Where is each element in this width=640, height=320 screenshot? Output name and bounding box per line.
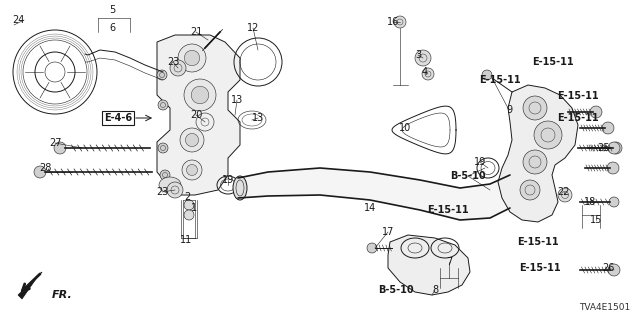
Circle shape <box>184 50 200 66</box>
Circle shape <box>182 160 202 180</box>
Circle shape <box>160 170 170 180</box>
Text: 10: 10 <box>399 123 411 133</box>
Polygon shape <box>268 168 320 196</box>
Circle shape <box>482 70 492 80</box>
Text: 19: 19 <box>222 175 234 185</box>
Circle shape <box>184 200 194 210</box>
Circle shape <box>534 121 562 149</box>
Text: 13: 13 <box>252 113 264 123</box>
Polygon shape <box>490 175 510 218</box>
Text: 11: 11 <box>180 235 192 245</box>
Polygon shape <box>370 172 420 210</box>
Text: 20: 20 <box>190 110 202 120</box>
Circle shape <box>610 142 622 154</box>
Circle shape <box>394 16 406 28</box>
Polygon shape <box>498 85 578 222</box>
Circle shape <box>422 68 434 80</box>
Text: 5: 5 <box>109 5 115 15</box>
Text: 1: 1 <box>191 203 197 213</box>
Circle shape <box>607 162 619 174</box>
Text: E-15-11: E-15-11 <box>532 57 574 67</box>
Text: TVA4E1501: TVA4E1501 <box>579 303 630 312</box>
Circle shape <box>367 243 377 253</box>
Text: E-15-11: E-15-11 <box>517 237 559 247</box>
Text: E-4-6: E-4-6 <box>104 113 132 123</box>
Polygon shape <box>157 35 240 195</box>
Text: 13: 13 <box>231 95 243 105</box>
Circle shape <box>608 264 620 276</box>
Circle shape <box>178 44 206 72</box>
Polygon shape <box>460 184 490 220</box>
Text: 15: 15 <box>590 215 602 225</box>
Text: E-15-11: E-15-11 <box>519 263 561 273</box>
Text: 24: 24 <box>12 15 24 25</box>
Circle shape <box>602 122 614 134</box>
Circle shape <box>191 86 209 104</box>
Text: 8: 8 <box>432 285 438 295</box>
Circle shape <box>523 96 547 120</box>
Polygon shape <box>18 272 42 299</box>
Circle shape <box>54 142 66 154</box>
Ellipse shape <box>504 181 516 203</box>
Circle shape <box>523 150 547 174</box>
Circle shape <box>157 70 167 80</box>
Text: 19: 19 <box>474 157 486 167</box>
Circle shape <box>520 180 540 200</box>
Text: E-15-11: E-15-11 <box>479 75 521 85</box>
Ellipse shape <box>159 177 181 193</box>
Text: 14: 14 <box>364 203 376 213</box>
Circle shape <box>180 128 204 152</box>
Circle shape <box>186 164 198 175</box>
Text: 27: 27 <box>49 138 61 148</box>
Text: 28: 28 <box>39 163 51 173</box>
Circle shape <box>158 100 168 110</box>
Circle shape <box>158 143 168 153</box>
Text: 21: 21 <box>190 27 202 37</box>
Circle shape <box>184 210 194 220</box>
Ellipse shape <box>233 176 247 200</box>
Polygon shape <box>238 172 268 198</box>
Text: 18: 18 <box>584 197 596 207</box>
Text: FR.: FR. <box>52 290 73 300</box>
Text: 22: 22 <box>557 187 570 197</box>
Text: 16: 16 <box>387 17 399 27</box>
Polygon shape <box>420 180 460 220</box>
Text: 3: 3 <box>415 50 421 60</box>
Circle shape <box>34 166 46 178</box>
Text: B-5-10: B-5-10 <box>450 171 486 181</box>
Circle shape <box>184 79 216 111</box>
Polygon shape <box>320 168 370 200</box>
Text: E-15-11: E-15-11 <box>557 91 599 101</box>
Circle shape <box>415 50 431 66</box>
Circle shape <box>186 133 198 147</box>
Circle shape <box>590 106 602 118</box>
Text: 7: 7 <box>446 257 452 267</box>
Text: 25: 25 <box>598 143 611 153</box>
Text: 9: 9 <box>506 105 512 115</box>
Text: 12: 12 <box>247 23 259 33</box>
Text: 4: 4 <box>422 67 428 77</box>
Text: 6: 6 <box>109 23 115 33</box>
Text: E-15-11: E-15-11 <box>427 205 469 215</box>
Text: 17: 17 <box>382 227 394 237</box>
Circle shape <box>608 142 620 154</box>
Text: B-5-10: B-5-10 <box>378 285 414 295</box>
Polygon shape <box>388 235 470 295</box>
Text: E-15-11: E-15-11 <box>557 113 599 123</box>
Circle shape <box>609 197 619 207</box>
Text: 26: 26 <box>602 263 614 273</box>
Text: 23: 23 <box>156 187 168 197</box>
Circle shape <box>167 182 183 198</box>
Text: 2: 2 <box>184 192 190 202</box>
Circle shape <box>558 188 572 202</box>
Text: 23: 23 <box>167 57 179 67</box>
Circle shape <box>170 60 186 76</box>
